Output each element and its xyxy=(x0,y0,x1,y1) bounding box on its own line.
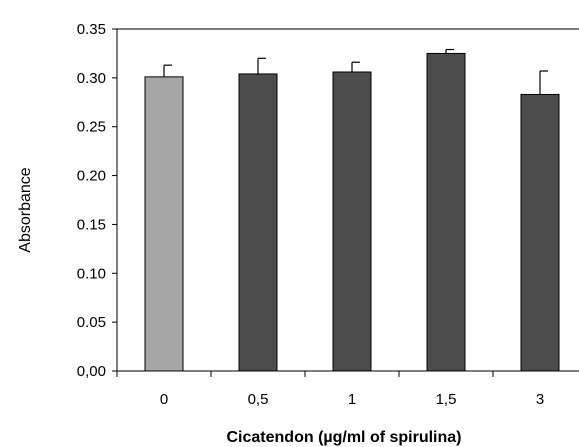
bar-1 xyxy=(332,71,372,372)
x-tick-label-0-5: 0,5 xyxy=(248,391,269,408)
y-axis-title: Absorbance xyxy=(17,167,34,252)
y-tick-label-5: 0.25 xyxy=(77,119,106,136)
y-tick-label-6: 0.30 xyxy=(77,70,106,87)
bar-1-5 xyxy=(426,52,466,372)
y-tick-label-0: 0,00 xyxy=(77,363,106,380)
y-tick-label-2: 0.10 xyxy=(77,265,106,282)
x-tick-label-3: 3 xyxy=(536,391,544,408)
bar-0 xyxy=(144,76,184,372)
x-tick-label-1-5: 1,5 xyxy=(436,391,457,408)
x-tick-label-0: 0 xyxy=(160,391,168,408)
x-axis-title: Cicatendon (µg/ml of spirulina) xyxy=(227,429,462,446)
y-tick-label-4: 0.20 xyxy=(77,168,106,185)
bar-0-5 xyxy=(238,73,278,372)
bar-3 xyxy=(520,93,560,372)
y-tick-label-1: 0.05 xyxy=(77,314,106,331)
y-tick-label-7: 0.35 xyxy=(77,21,106,38)
x-tick-label-1: 1 xyxy=(348,391,356,408)
y-tick-label-3: 0.15 xyxy=(77,216,106,233)
